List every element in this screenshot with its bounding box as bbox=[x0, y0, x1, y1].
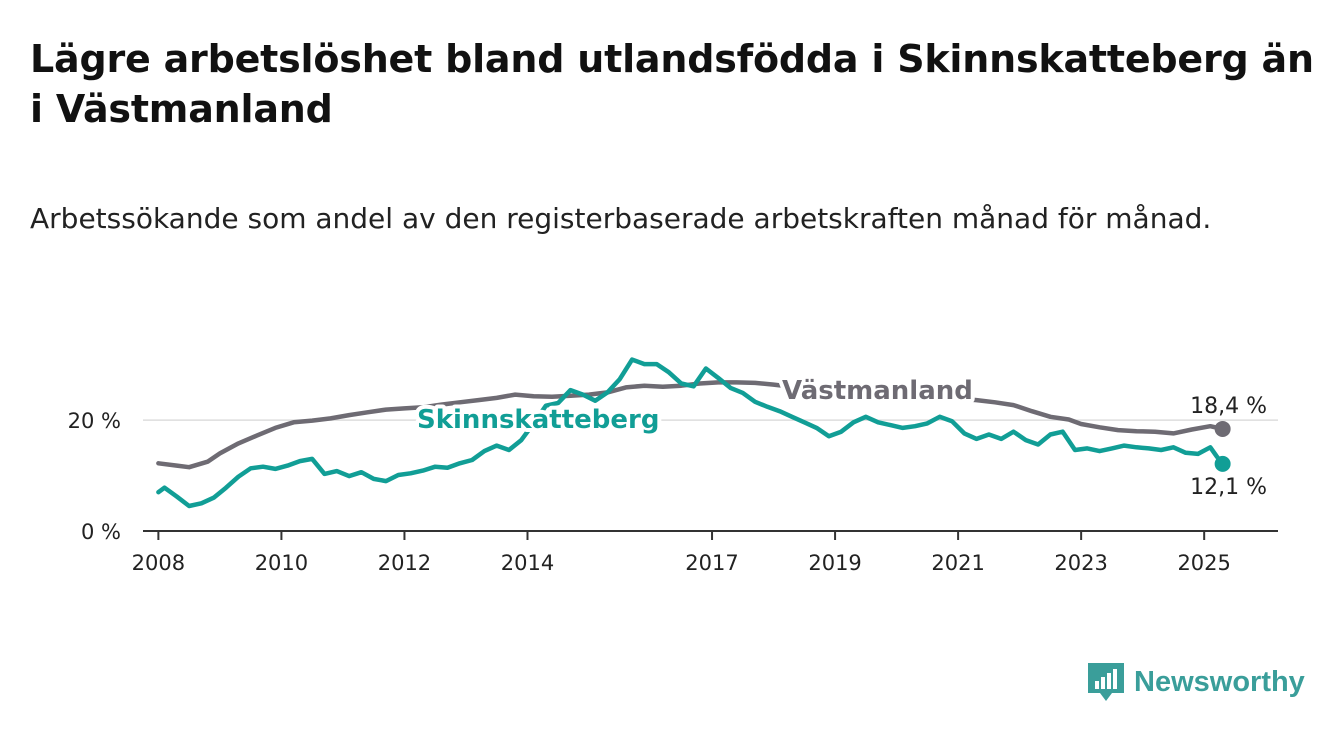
series-end-label-1: 12,1 % bbox=[1190, 475, 1267, 500]
series-name-label-1: Skinnskatteberg bbox=[417, 405, 659, 435]
series-line-1 bbox=[156, 357, 1225, 509]
x-tick-label: 2025 bbox=[1177, 551, 1230, 575]
brand-name: Newsworthy bbox=[1134, 665, 1305, 698]
x-tick-label: 2008 bbox=[132, 551, 185, 575]
x-tick-label: 2010 bbox=[255, 551, 308, 575]
chart-title: Lägre arbetslöshet bland utlandsfödda i … bbox=[30, 37, 1314, 131]
y-tick-label: 0 % bbox=[81, 520, 121, 544]
x-tick-label: 2021 bbox=[931, 551, 984, 575]
x-tick-label: 2023 bbox=[1054, 551, 1107, 575]
y-tick-label: 20 % bbox=[68, 409, 121, 433]
x-tick-label: 2017 bbox=[685, 551, 738, 575]
series-line-0 bbox=[156, 380, 1225, 470]
chart-subtitle: Arbetssökande som andel av den registerb… bbox=[30, 202, 1212, 235]
x-tick-label: 2014 bbox=[501, 551, 554, 575]
x-tick-label: 2012 bbox=[378, 551, 431, 575]
series-end-point-0 bbox=[1214, 420, 1231, 437]
series-name-label-0: Västmanland bbox=[782, 376, 973, 406]
brand-logo: Newsworthy bbox=[1088, 660, 1305, 704]
bar-chart-icon bbox=[1088, 663, 1124, 701]
series-end-point-1 bbox=[1214, 455, 1231, 472]
x-tick-label: 2019 bbox=[808, 551, 861, 575]
series-end-label-0: 18,4 % bbox=[1190, 394, 1267, 419]
